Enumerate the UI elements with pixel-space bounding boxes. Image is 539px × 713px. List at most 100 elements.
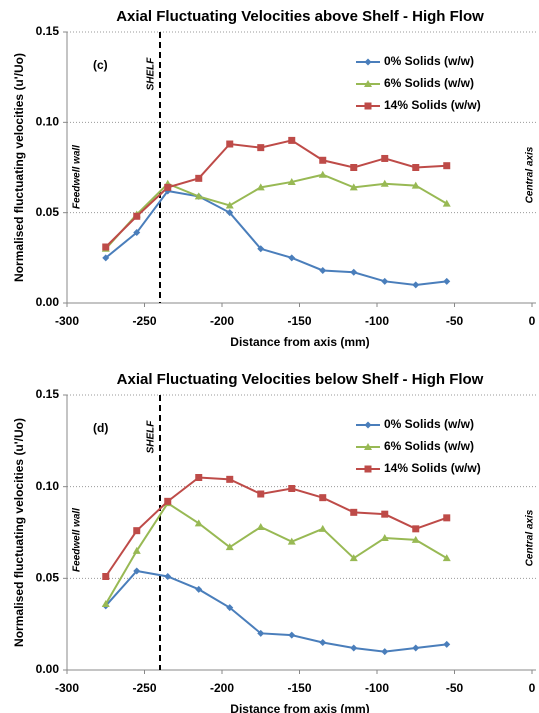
marker bbox=[319, 639, 327, 646]
marker bbox=[318, 524, 327, 532]
marker bbox=[350, 644, 358, 652]
marker bbox=[381, 510, 389, 518]
legend-label: 6% Solids (w/w) bbox=[384, 76, 474, 90]
legend-label: 14% Solids (w/w) bbox=[384, 98, 481, 112]
legend-marker bbox=[364, 102, 372, 110]
marker bbox=[194, 192, 203, 200]
y-axis-title: Normalised fluctuating velocities (u'/Uo… bbox=[12, 418, 26, 647]
marker bbox=[132, 546, 141, 554]
x-tick-label: 0 bbox=[529, 681, 536, 695]
marker bbox=[318, 170, 327, 178]
x-tick-label: -250 bbox=[132, 314, 156, 328]
series-line bbox=[105, 189, 447, 286]
y-tick-label: 0.10 bbox=[36, 479, 60, 493]
marker bbox=[350, 508, 358, 516]
marker bbox=[133, 229, 141, 237]
marker bbox=[287, 177, 296, 185]
marker bbox=[443, 514, 451, 522]
x-tick-label: -50 bbox=[446, 314, 464, 328]
x-tick-label: -150 bbox=[287, 314, 311, 328]
x-axis-title: Distance from axis (mm) bbox=[230, 335, 369, 349]
chart-title: Axial Fluctuating Velocities below Shelf… bbox=[117, 371, 484, 388]
central-label: Central axis bbox=[525, 509, 536, 566]
panel-label: (c) bbox=[93, 58, 108, 72]
marker bbox=[133, 212, 141, 220]
y-tick-label: 0.05 bbox=[36, 205, 60, 219]
legend-marker bbox=[364, 421, 372, 429]
marker bbox=[288, 136, 296, 144]
legend-marker bbox=[364, 80, 372, 87]
marker bbox=[411, 535, 420, 543]
marker bbox=[101, 600, 110, 607]
y-tick-label: 0.15 bbox=[36, 24, 60, 38]
marker bbox=[349, 183, 358, 191]
y-tick-label: 0.15 bbox=[36, 387, 60, 401]
legend-label: 6% Solids (w/w) bbox=[384, 439, 474, 453]
x-tick-label: -250 bbox=[132, 681, 156, 695]
marker bbox=[164, 183, 172, 191]
marker bbox=[194, 519, 203, 527]
marker bbox=[288, 485, 296, 492]
series-line bbox=[104, 476, 448, 578]
x-axis-title: Distance from axis (mm) bbox=[230, 702, 369, 713]
marker bbox=[350, 268, 358, 276]
shelf-label: SHELF bbox=[146, 420, 157, 454]
marker bbox=[443, 162, 451, 170]
legend-label: 0% Solids (w/w) bbox=[384, 417, 474, 431]
x-tick-label: -150 bbox=[287, 681, 311, 695]
marker bbox=[442, 199, 451, 207]
marker bbox=[257, 144, 265, 152]
marker bbox=[133, 567, 141, 575]
legend-label: 0% Solids (w/w) bbox=[384, 54, 474, 68]
x-tick-label: 0 bbox=[529, 314, 536, 328]
legend-marker bbox=[364, 465, 372, 473]
x-tick-label: -200 bbox=[210, 681, 234, 695]
marker bbox=[287, 537, 296, 545]
marker bbox=[133, 527, 141, 535]
marker bbox=[350, 164, 358, 171]
y-tick-label: 0.10 bbox=[36, 115, 60, 129]
marker bbox=[257, 490, 265, 498]
central-label: Central axis bbox=[525, 146, 536, 203]
x-tick-label: -50 bbox=[446, 681, 464, 695]
marker bbox=[195, 474, 203, 481]
marker bbox=[257, 629, 265, 637]
marker bbox=[319, 494, 327, 502]
chart-title: Axial Fluctuating Velocities above Shelf… bbox=[116, 8, 484, 25]
marker bbox=[226, 475, 234, 483]
legend-marker bbox=[364, 443, 372, 450]
marker bbox=[411, 181, 420, 189]
marker bbox=[412, 164, 420, 171]
series-line bbox=[104, 501, 448, 605]
feedwell-label: Feedwell wall bbox=[72, 508, 83, 572]
marker bbox=[380, 534, 389, 541]
marker bbox=[225, 201, 234, 209]
marker bbox=[256, 183, 265, 191]
marker bbox=[288, 631, 296, 639]
marker bbox=[412, 644, 420, 652]
feedwell-label: Feedwell wall bbox=[72, 145, 83, 209]
marker bbox=[412, 525, 420, 533]
marker bbox=[442, 554, 451, 562]
marker bbox=[380, 179, 389, 187]
x-tick-label: -100 bbox=[365, 681, 389, 695]
marker bbox=[319, 156, 327, 164]
marker bbox=[349, 554, 358, 562]
marker bbox=[164, 497, 172, 505]
marker bbox=[195, 585, 203, 593]
marker bbox=[412, 281, 420, 289]
series-line bbox=[105, 173, 448, 250]
y-tick-label: 0.00 bbox=[36, 295, 60, 309]
x-tick-label: -200 bbox=[210, 314, 234, 328]
legend-marker bbox=[364, 58, 372, 66]
marker bbox=[226, 140, 234, 148]
marker bbox=[102, 254, 110, 262]
marker bbox=[257, 245, 265, 253]
x-tick-label: -300 bbox=[55, 314, 79, 328]
marker bbox=[381, 154, 389, 162]
y-axis-title: Normalised fluctuating velocities (u'/Uo… bbox=[12, 53, 26, 282]
marker bbox=[226, 209, 234, 217]
series-line bbox=[105, 569, 447, 653]
shelf-label: SHELF bbox=[146, 57, 157, 91]
